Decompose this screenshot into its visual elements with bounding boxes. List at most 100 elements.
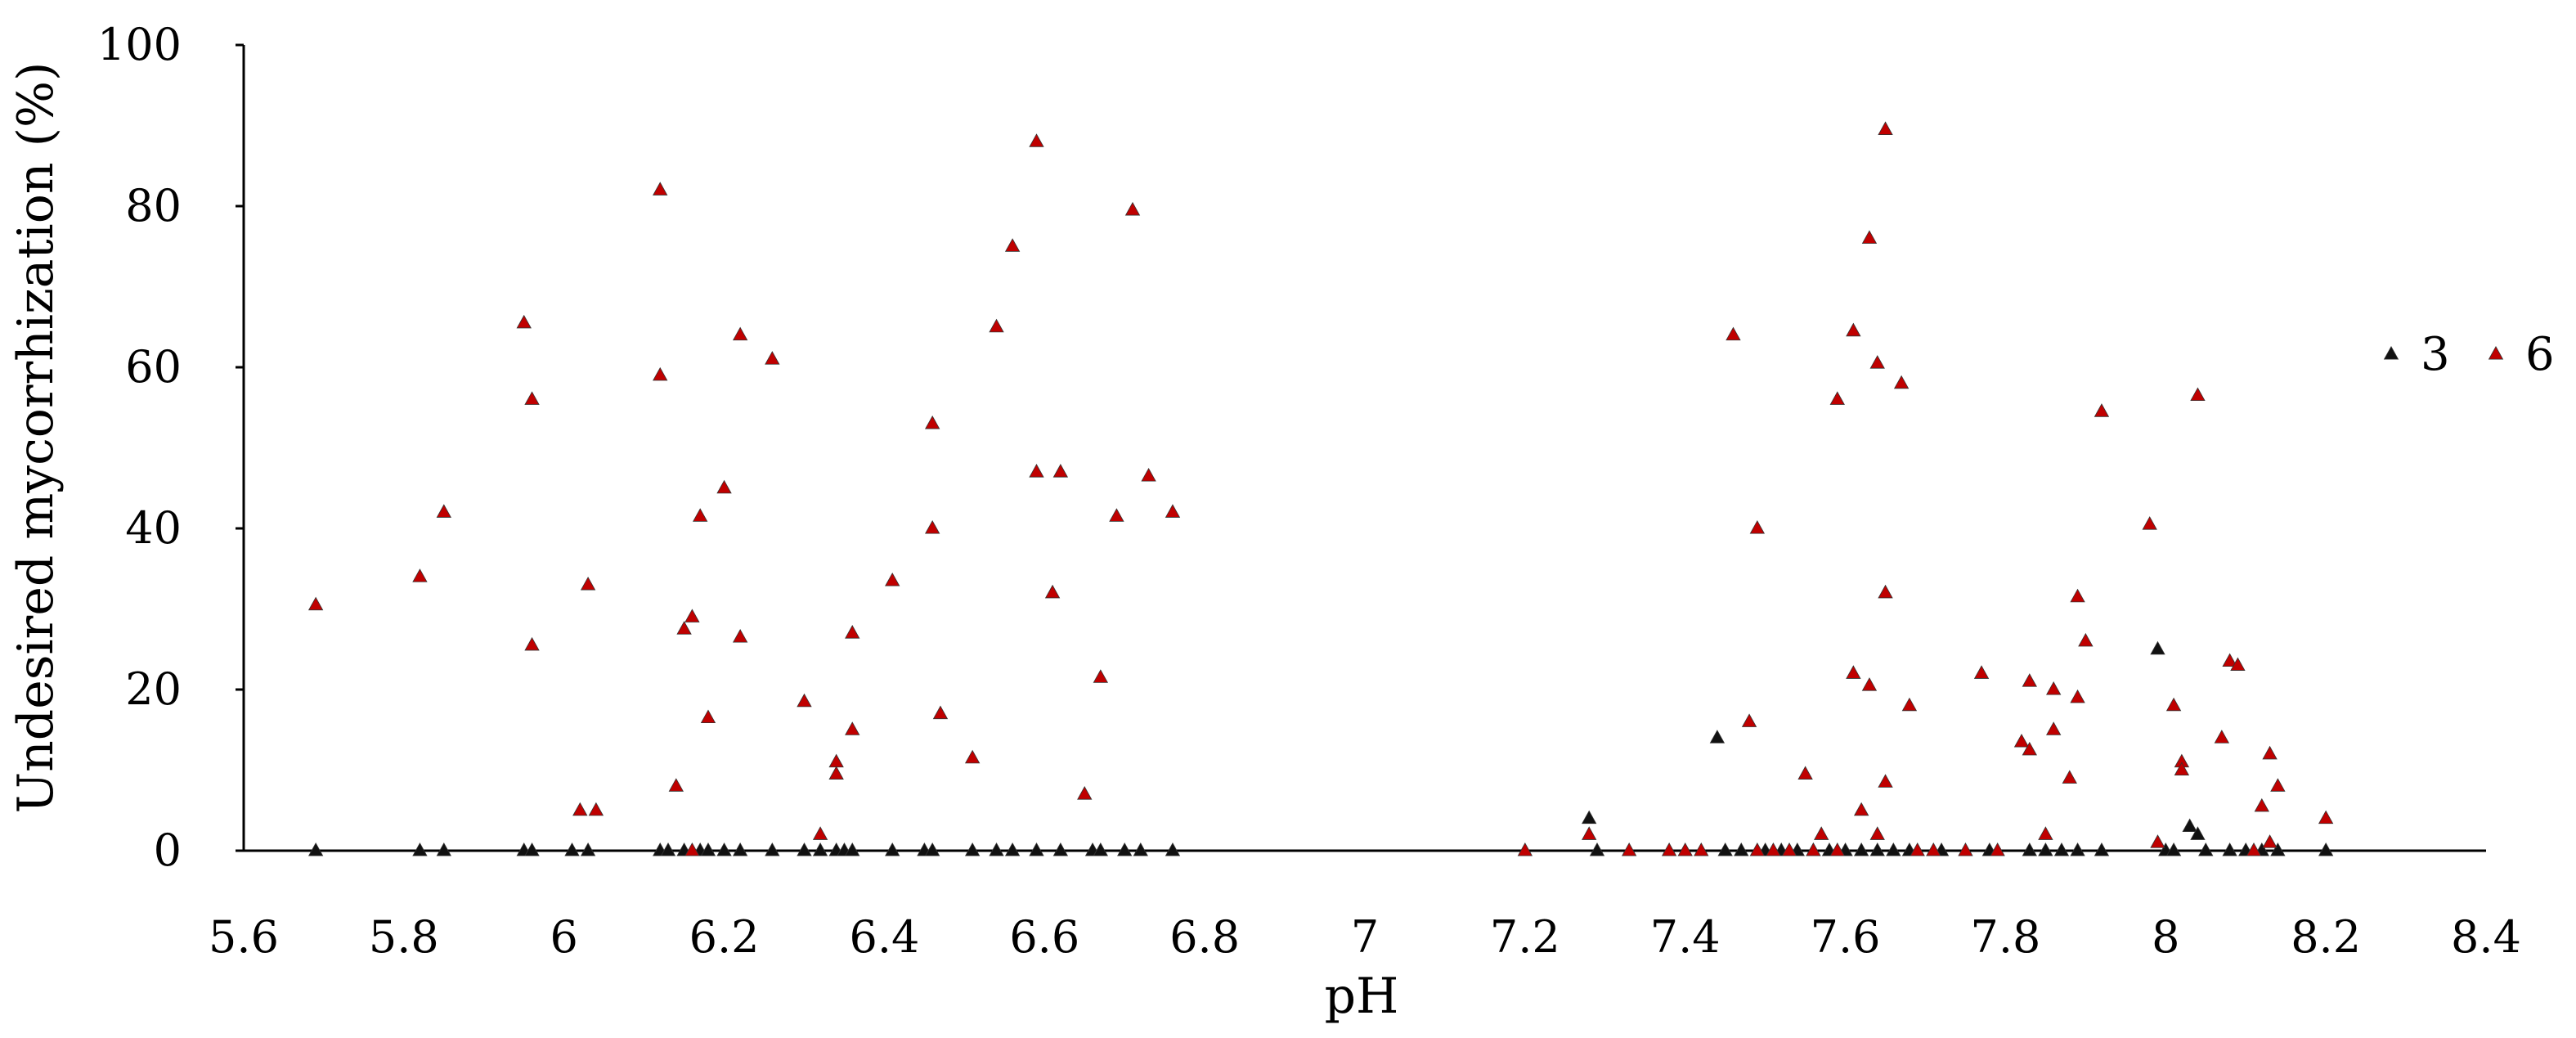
data-point-series-6 — [676, 621, 692, 635]
x-tick-label: 6.6 — [1009, 911, 1079, 963]
data-point-series-6 — [845, 721, 860, 735]
data-point-series-3 — [524, 842, 540, 856]
data-point-series-6 — [1749, 519, 1766, 534]
data-point-series-6 — [653, 366, 668, 381]
legend-marker-series-6 — [2488, 345, 2504, 360]
data-point-series-3 — [1582, 810, 1597, 825]
x-tick-label: 5.6 — [209, 911, 279, 963]
legend-label-series-6: 6 — [2525, 328, 2555, 381]
data-point-series-6 — [2262, 745, 2278, 760]
data-point-series-3 — [2190, 826, 2206, 840]
data-point-series-6 — [2262, 834, 2278, 848]
x-tick-label: 8 — [2152, 911, 2179, 963]
y-tick-label: 100 — [97, 19, 182, 70]
data-point-series-6 — [2022, 741, 2037, 756]
y-tick-label: 60 — [125, 341, 182, 393]
data-point-series-6 — [732, 628, 748, 643]
x-tick-label: 7 — [1351, 911, 1379, 963]
data-point-series-6 — [2094, 403, 2110, 417]
data-points — [307, 121, 2334, 856]
data-point-series-3 — [1589, 842, 1605, 856]
data-point-series-6 — [1829, 391, 1845, 405]
data-point-series-6 — [1165, 504, 1181, 518]
data-point-series-3 — [1165, 842, 1181, 856]
data-point-series-3 — [1709, 730, 1726, 744]
y-tick-label: 80 — [125, 180, 182, 231]
data-point-series-3 — [1869, 842, 1885, 856]
data-point-series-3 — [2318, 842, 2334, 856]
data-point-series-6 — [2254, 798, 2269, 812]
data-point-series-6 — [2013, 734, 2030, 748]
data-point-series-6 — [1869, 355, 1885, 369]
y-axis-title: Undesired mycorrhization (%) — [7, 62, 65, 814]
data-point-series-6 — [925, 415, 940, 429]
data-point-series-6 — [1677, 842, 1693, 856]
data-point-series-3 — [845, 842, 860, 856]
data-point-series-6 — [684, 842, 700, 856]
data-point-series-3 — [1734, 842, 1749, 856]
data-point-series-6 — [1806, 842, 1821, 856]
data-point-series-3 — [1133, 842, 1148, 856]
data-point-series-6 — [412, 568, 428, 582]
data-point-series-6 — [1869, 826, 1885, 840]
x-tick-label: 7.8 — [1970, 911, 2040, 963]
data-point-series-3 — [2022, 842, 2037, 856]
data-point-series-3 — [2222, 842, 2237, 856]
data-point-series-3 — [1717, 842, 1733, 856]
data-point-series-6 — [2038, 826, 2053, 840]
data-point-series-3 — [964, 842, 981, 856]
x-tick-label: 8.2 — [2291, 911, 2361, 963]
data-point-series-3 — [732, 842, 748, 856]
data-point-series-6 — [828, 766, 844, 780]
y-tick-label: 20 — [125, 663, 182, 715]
x-tick-label: 6.4 — [849, 911, 919, 963]
data-point-series-3 — [2182, 818, 2197, 832]
y-tick-label: 0 — [154, 825, 182, 876]
data-point-series-6 — [1958, 842, 1973, 856]
data-point-series-6 — [516, 314, 532, 329]
data-point-series-6 — [765, 351, 780, 365]
data-point-series-6 — [2046, 721, 2062, 735]
data-point-series-6 — [307, 596, 324, 611]
data-point-series-6 — [1621, 842, 1637, 856]
data-point-series-3 — [812, 842, 828, 856]
data-point-series-6 — [1093, 669, 1109, 683]
x-tick-label: 6.8 — [1169, 911, 1240, 963]
data-point-series-6 — [2222, 653, 2237, 667]
legend-marker-series-3 — [2383, 345, 2399, 360]
data-point-series-6 — [1901, 697, 1918, 712]
data-point-series-3 — [989, 842, 1004, 856]
data-point-series-6 — [797, 693, 812, 708]
data-point-series-6 — [1797, 766, 1813, 780]
data-point-series-6 — [1124, 201, 1141, 216]
data-point-series-6 — [1517, 842, 1533, 856]
data-point-series-3 — [2165, 842, 2182, 856]
data-point-series-3 — [925, 842, 940, 856]
data-point-series-6 — [716, 479, 732, 494]
data-point-series-6 — [668, 778, 684, 792]
data-point-series-3 — [2198, 842, 2214, 856]
data-point-series-6 — [1029, 464, 1044, 478]
data-point-series-3 — [564, 842, 580, 856]
data-point-series-3 — [797, 842, 812, 856]
data-point-series-6 — [964, 749, 981, 764]
data-point-series-6 — [1893, 375, 1910, 389]
x-tick-label: 8.4 — [2451, 911, 2521, 963]
data-point-series-6 — [2070, 588, 2085, 603]
data-point-series-6 — [588, 802, 604, 816]
x-tick-label: 6 — [550, 911, 578, 963]
data-point-series-6 — [1829, 842, 1845, 856]
data-point-series-3 — [2038, 842, 2053, 856]
data-point-series-6 — [2190, 387, 2206, 401]
data-point-series-3 — [716, 842, 732, 856]
data-point-series-6 — [1878, 584, 1893, 599]
axes — [242, 45, 2486, 852]
data-point-series-6 — [2046, 681, 2062, 695]
data-point-series-6 — [524, 391, 540, 405]
data-point-series-6 — [1861, 230, 1878, 244]
data-point-series-6 — [1749, 842, 1766, 856]
data-point-series-6 — [1661, 842, 1677, 856]
data-point-series-6 — [732, 326, 748, 341]
data-point-series-6 — [684, 609, 700, 622]
